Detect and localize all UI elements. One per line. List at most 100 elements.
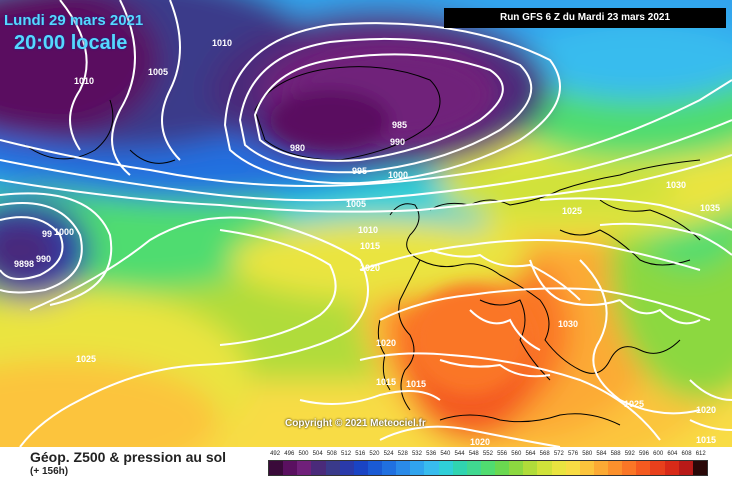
- scale-swatch: [283, 461, 298, 475]
- isobar-labels: 1010 1005 1010 985 990 980 995 1000 1005…: [14, 38, 720, 447]
- scale-value: 512: [341, 451, 352, 457]
- isobar-label: 99: [42, 229, 52, 239]
- scale-swatch: [593, 461, 608, 475]
- scale-swatch: [551, 461, 566, 475]
- scale-value: 548: [468, 451, 479, 457]
- scale-swatch: [353, 461, 368, 475]
- isobar-label: 990: [36, 254, 51, 264]
- scale-value: 524: [383, 451, 394, 457]
- scale-value: 560: [511, 451, 522, 457]
- scale-swatch: [692, 461, 707, 475]
- scale-value: 564: [525, 451, 536, 457]
- scale-value: 516: [355, 451, 366, 457]
- scale-value: 584: [596, 451, 607, 457]
- scale-value: 496: [284, 451, 295, 457]
- isobar-label: 1005: [148, 67, 168, 77]
- scale-value: 552: [482, 451, 493, 457]
- isobar-label: 1020: [376, 338, 396, 348]
- scale-swatch: [495, 461, 510, 475]
- scale-swatch: [565, 461, 580, 475]
- isobar-lines: [0, 0, 732, 447]
- scale-swatch: [452, 461, 467, 475]
- isobar-label: 995: [352, 166, 367, 176]
- scale-swatch: [650, 461, 665, 475]
- isobar-label: 990: [390, 137, 405, 147]
- model-run-label: Run GFS 6 Z du Mardi 23 mars 2021: [444, 8, 726, 28]
- isobar-label: 1020: [696, 405, 716, 415]
- isobar-label: 1025: [562, 206, 582, 216]
- color-scale-bar: [268, 460, 708, 476]
- isobar-label: 1010: [358, 225, 378, 235]
- isobar-label: 1005: [346, 199, 366, 209]
- scale-swatch: [678, 461, 693, 475]
- scale-swatch: [608, 461, 623, 475]
- isobar-label: 1010: [212, 38, 232, 48]
- isobar-label: 9898: [14, 259, 34, 269]
- isobar-label: 1015: [376, 377, 396, 387]
- scale-swatch: [438, 461, 453, 475]
- scale-value: 544: [454, 451, 465, 457]
- scale-value: 592: [624, 451, 635, 457]
- scale-swatch: [636, 461, 651, 475]
- isobar-label: 1030: [558, 319, 578, 329]
- field-title: Géop. Z500 & pression au sol: [30, 449, 227, 465]
- isobar-label: 1015: [406, 379, 426, 389]
- scale-swatch: [410, 461, 425, 475]
- scale-swatch: [339, 461, 354, 475]
- scale-value: 492: [270, 451, 281, 457]
- scale-value: 608: [681, 451, 692, 457]
- isobar-label: 980: [290, 143, 305, 153]
- scale-value: 600: [653, 451, 664, 457]
- scale-swatch: [579, 461, 594, 475]
- scale-swatch: [480, 461, 495, 475]
- scale-value: 532: [411, 451, 422, 457]
- isobar-label: 1020: [360, 263, 380, 273]
- isobar-label: 1025: [624, 399, 644, 409]
- isobar-label: 1020: [470, 437, 490, 447]
- scale-swatch: [664, 461, 679, 475]
- scale-value: 556: [497, 451, 508, 457]
- forecast-date: Lundi 29 mars 2021: [4, 12, 144, 29]
- isobar-label: 1010: [74, 76, 94, 86]
- scale-swatch: [382, 461, 397, 475]
- scale-value: 508: [326, 451, 337, 457]
- scale-swatch: [311, 461, 326, 475]
- isobar-label: 1000: [388, 170, 408, 180]
- scale-swatch: [523, 461, 538, 475]
- forecast-time: 20:00 locale: [14, 32, 128, 54]
- legend-footer: Géop. Z500 & pression au sol (+ 156h) 49…: [0, 447, 732, 479]
- scale-value: 588: [610, 451, 621, 457]
- scale-swatch: [622, 461, 637, 475]
- scale-swatch: [424, 461, 439, 475]
- color-scale-labels: 492 496 500 504 508 512 516 520 524 528 532 536 540 5…: [268, 451, 708, 457]
- copyright-notice: Copyright © 2021 Meteociel.fr: [285, 418, 426, 429]
- scale-swatch: [325, 461, 340, 475]
- scale-value: 576: [568, 451, 579, 457]
- isobar-label: 1035: [700, 203, 720, 213]
- isobar-label: 1015: [696, 435, 716, 445]
- isobar-label: 1015: [360, 241, 380, 251]
- scale-value: 580: [582, 451, 593, 457]
- isobar-label: 985: [392, 120, 407, 130]
- isobar-label: 1000: [54, 227, 74, 237]
- scale-value: 536: [426, 451, 437, 457]
- scale-value: 572: [553, 451, 564, 457]
- scale-value: 504: [312, 451, 323, 457]
- scale-value: 596: [638, 451, 649, 457]
- scale-swatch: [466, 461, 481, 475]
- scale-swatch: [396, 461, 411, 475]
- scale-swatch: [269, 461, 284, 475]
- scale-value: 568: [539, 451, 550, 457]
- isobar-label: 1030: [666, 180, 686, 190]
- weather-map: 1010 1005 1010 985 990 980 995 1000 1005…: [0, 0, 732, 447]
- scale-swatch: [509, 461, 524, 475]
- scale-value: 604: [667, 451, 678, 457]
- scale-swatch: [367, 461, 382, 475]
- scale-swatch: [297, 461, 312, 475]
- scale-value: 520: [369, 451, 380, 457]
- scale-value: 500: [298, 451, 309, 457]
- scale-value: 612: [695, 451, 706, 457]
- scale-value: 540: [440, 451, 451, 457]
- isobar-label: 1025: [76, 354, 96, 364]
- lead-time: (+ 156h): [30, 466, 69, 477]
